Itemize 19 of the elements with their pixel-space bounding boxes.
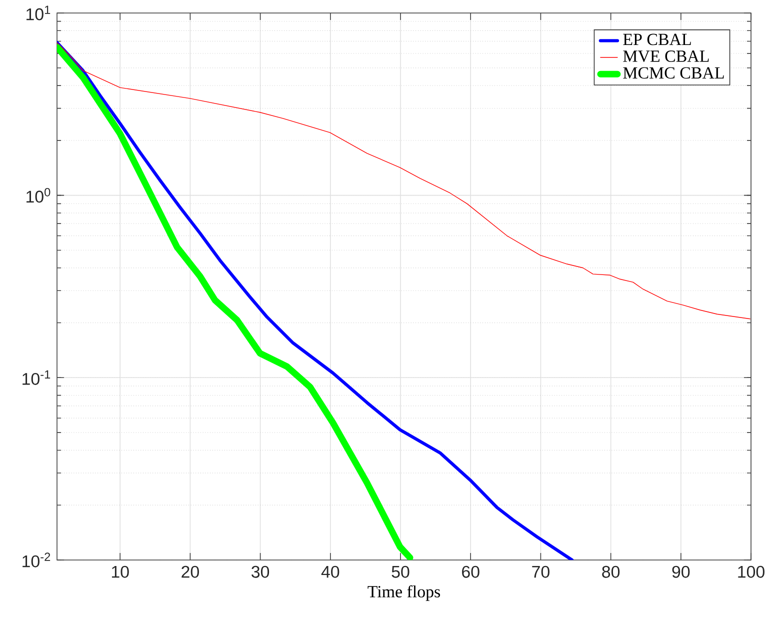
x-tick-label: 80 xyxy=(602,566,620,578)
legend-label: MVE CBAL xyxy=(623,50,709,62)
legend-label: MCMC CBAL xyxy=(623,67,724,79)
legend-label: EP CBAL xyxy=(623,34,691,46)
x-tick-label: 50 xyxy=(392,566,410,578)
x-axis-title: Time flops xyxy=(368,585,440,601)
y-tick-label: 10$^{1}$ xyxy=(26,6,50,20)
x-tick-label: 40 xyxy=(321,566,340,578)
y-tick-label: 10$^{-1}$ xyxy=(22,370,50,385)
x-tick-label: 70 xyxy=(532,566,550,578)
x-tick-label: 30 xyxy=(252,566,270,578)
y-tick-label: 10$^{-2}$ xyxy=(22,552,50,568)
x-tick-label: 100 xyxy=(738,566,764,578)
x-tick-label: 60 xyxy=(462,566,480,578)
x-tick-label: 90 xyxy=(672,566,690,578)
x-tick-label: 10 xyxy=(112,566,129,578)
x-tick-label: 20 xyxy=(182,566,199,578)
line-series xyxy=(57,41,574,560)
y-tick-label: 10$^{0}$ xyxy=(26,188,50,203)
